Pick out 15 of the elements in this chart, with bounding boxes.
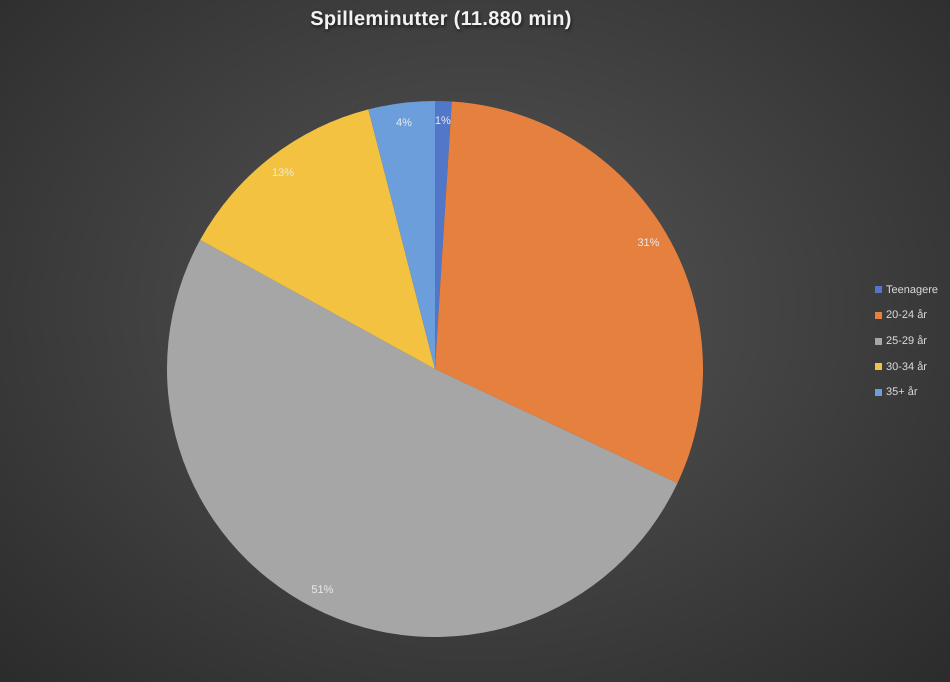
pie-slice bbox=[167, 240, 678, 637]
data-label: 31% bbox=[637, 236, 660, 249]
data-label: 4% bbox=[396, 116, 412, 129]
legend-label: 30-34 år bbox=[886, 360, 927, 373]
data-label: 51% bbox=[311, 584, 334, 596]
data-label: 13% bbox=[272, 167, 294, 180]
pie-slice bbox=[200, 109, 435, 369]
chart-title: Spilleminutter (11.880 min) bbox=[309, 8, 573, 31]
legend-label: 25-29 år bbox=[886, 335, 927, 347]
pie-slice bbox=[435, 102, 703, 484]
pie-slice bbox=[368, 101, 435, 369]
legend-label: 20-24 år bbox=[886, 309, 927, 322]
legend-label: Teenagere bbox=[886, 284, 938, 296]
data-label: 1% bbox=[434, 115, 451, 128]
legend-label: 35+ år bbox=[886, 386, 918, 398]
